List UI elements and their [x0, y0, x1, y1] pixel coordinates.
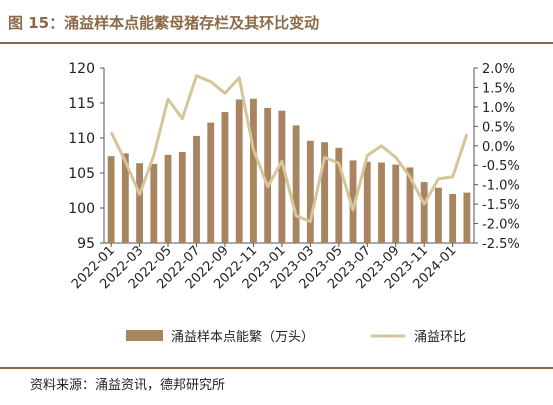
bar [449, 194, 457, 243]
bar [392, 164, 400, 243]
y-left-tick-label: 95 [77, 236, 95, 252]
y-left-tick-label: 120 [68, 61, 95, 77]
bar [178, 152, 186, 243]
y-right-tick-label: 1.0% [482, 101, 515, 116]
line-series [109, 74, 469, 224]
bar [264, 107, 272, 244]
bar [136, 163, 143, 243]
bar [164, 154, 172, 243]
bottom-rule [0, 367, 553, 369]
y-left-tick-label: 105 [68, 166, 95, 182]
y-right-tick-label: 2.0% [482, 62, 515, 77]
bar [207, 122, 215, 243]
bar [221, 112, 229, 243]
legend-label-line: 涌益环比 [414, 330, 466, 345]
y-right-tick-label: 0.0% [482, 140, 515, 155]
top-rule [0, 42, 553, 44]
legend-label-bars: 涌益样本点能繁（万头） [171, 329, 314, 345]
bar [321, 142, 328, 243]
y-right-tick-label: -1.0% [482, 179, 520, 194]
bar [121, 153, 129, 243]
source-note: 资料来源：涌益资讯，德邦研究所 [30, 378, 226, 393]
bar [420, 182, 428, 243]
y-right-tick-label: -1.5% [482, 198, 520, 213]
bar [349, 160, 357, 243]
bar [250, 98, 257, 243]
y-right-tick-label: 0.5% [482, 120, 515, 135]
bar [193, 135, 200, 243]
y-left-tick-label: 100 [68, 201, 95, 217]
y-right-tick-label: -2.0% [482, 218, 520, 233]
bar [463, 192, 471, 243]
bar [306, 140, 314, 243]
bar [278, 110, 286, 243]
bar [150, 163, 158, 243]
bar [406, 167, 414, 243]
bar [335, 147, 343, 243]
chart: 95 100 105 110 115 120 2.0% 1.5% 1.0% 0.5% 0.0% -0.… [68, 61, 520, 345]
y-left-tick-label: 115 [68, 96, 95, 112]
bar [107, 156, 115, 243]
bar [235, 99, 243, 243]
y-left-tick-label: 110 [68, 131, 95, 147]
bar [378, 162, 385, 243]
y-right-tick-label: -0.5% [482, 159, 520, 174]
y-right-tick-label: -2.5% [482, 237, 520, 252]
bar [363, 161, 371, 243]
legend-swatch-bars [126, 330, 163, 341]
figure-title: 图 15：涌益样本点能繁母猪存栏及其环比变动 [8, 14, 320, 32]
bar [435, 187, 442, 243]
y-right-tick-label: 1.5% [482, 81, 515, 96]
bar [292, 125, 300, 243]
